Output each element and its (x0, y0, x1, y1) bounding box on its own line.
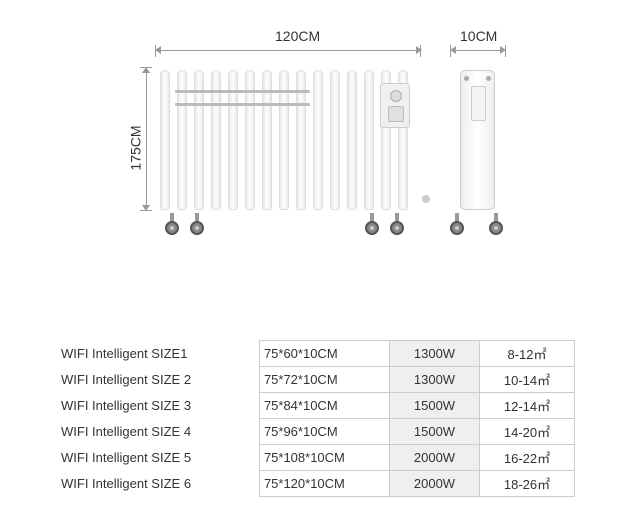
control-panel (380, 83, 410, 128)
side-rail-end-icon (464, 76, 469, 81)
dimension-cell: 75*108*10CM (259, 445, 389, 471)
table-row: WIFI Intelligent SIZE 275*72*10CM1300W10… (55, 367, 575, 393)
control-display-icon (388, 106, 404, 122)
area-cell: 16-22㎡ (480, 445, 575, 471)
height-dim-line (146, 70, 147, 208)
radiator-fin (364, 70, 374, 210)
height-tick-top (140, 67, 152, 68)
radiator-fin (160, 70, 170, 210)
wheel-icon (450, 221, 464, 235)
area-cell: 14-20㎡ (480, 419, 575, 445)
area-cell: 8-12㎡ (480, 341, 575, 367)
table-row: WIFI Intelligent SIZE 475*96*10CM1500W14… (55, 419, 575, 445)
spec-table: WIFI Intelligent SIZE175*60*10CM1300W8-1… (55, 340, 575, 497)
power-cell: 1300W (390, 341, 480, 367)
power-cell: 2000W (390, 471, 480, 497)
radiator-fin (313, 70, 323, 210)
side-rail-end-icon (486, 76, 491, 81)
depth-tick-left (450, 45, 451, 57)
radiator-fin (330, 70, 340, 210)
size-name-cell: WIFI Intelligent SIZE 2 (55, 367, 259, 393)
dimension-cell: 75*60*10CM (259, 341, 389, 367)
dimension-cell: 75*120*10CM (259, 471, 389, 497)
depth-dim-line (453, 50, 503, 51)
table-row: WIFI Intelligent SIZE 575*108*10CM2000W1… (55, 445, 575, 471)
height-tick-bottom (140, 210, 152, 211)
towel-rail-top (175, 90, 310, 93)
wheel-icon (489, 221, 503, 235)
wheel-icon (165, 221, 179, 235)
dimension-cell: 75*84*10CM (259, 393, 389, 419)
area-cell: 10-14㎡ (480, 367, 575, 393)
power-cell: 1300W (390, 367, 480, 393)
radiator-front-view (155, 65, 420, 220)
dimension-cell: 75*72*10CM (259, 367, 389, 393)
wheel-icon (390, 221, 404, 235)
size-name-cell: WIFI Intelligent SIZE 4 (55, 419, 259, 445)
area-cell: 12-14㎡ (480, 393, 575, 419)
depth-tick-right (505, 45, 506, 57)
product-diagram: 120CM 10CM 175CM (0, 0, 629, 280)
height-dimension-label: 175CM (128, 125, 144, 170)
power-cell: 1500W (390, 419, 480, 445)
side-body (460, 70, 495, 210)
dimension-cell: 75*96*10CM (259, 419, 389, 445)
control-knob-icon (390, 90, 402, 102)
table-row: WIFI Intelligent SIZE 375*84*10CM1500W12… (55, 393, 575, 419)
table-row: WIFI Intelligent SIZE 675*120*10CM2000W1… (55, 471, 575, 497)
size-name-cell: WIFI Intelligent SIZE 6 (55, 471, 259, 497)
wheel-icon (190, 221, 204, 235)
power-cell: 2000W (390, 445, 480, 471)
area-cell: 18-26㎡ (480, 471, 575, 497)
side-knob-icon (422, 195, 430, 203)
width-arrow-right-icon (416, 46, 422, 54)
side-control-panel (471, 86, 486, 121)
power-cell: 1500W (390, 393, 480, 419)
spec-table-area: WIFI Intelligent SIZE175*60*10CM1300W8-1… (55, 340, 575, 497)
size-name-cell: WIFI Intelligent SIZE 5 (55, 445, 259, 471)
width-dim-line (158, 50, 420, 51)
size-name-cell: WIFI Intelligent SIZE 3 (55, 393, 259, 419)
width-tick-left (155, 45, 156, 57)
radiator-side-view (450, 65, 505, 220)
width-tick-right (420, 45, 421, 57)
depth-dimension-label: 10CM (460, 28, 497, 44)
towel-rail-bottom (175, 103, 310, 106)
wheel-icon (365, 221, 379, 235)
size-name-cell: WIFI Intelligent SIZE1 (55, 341, 259, 367)
width-dimension-label: 120CM (275, 28, 320, 44)
radiator-fin (347, 70, 357, 210)
table-row: WIFI Intelligent SIZE175*60*10CM1300W8-1… (55, 341, 575, 367)
